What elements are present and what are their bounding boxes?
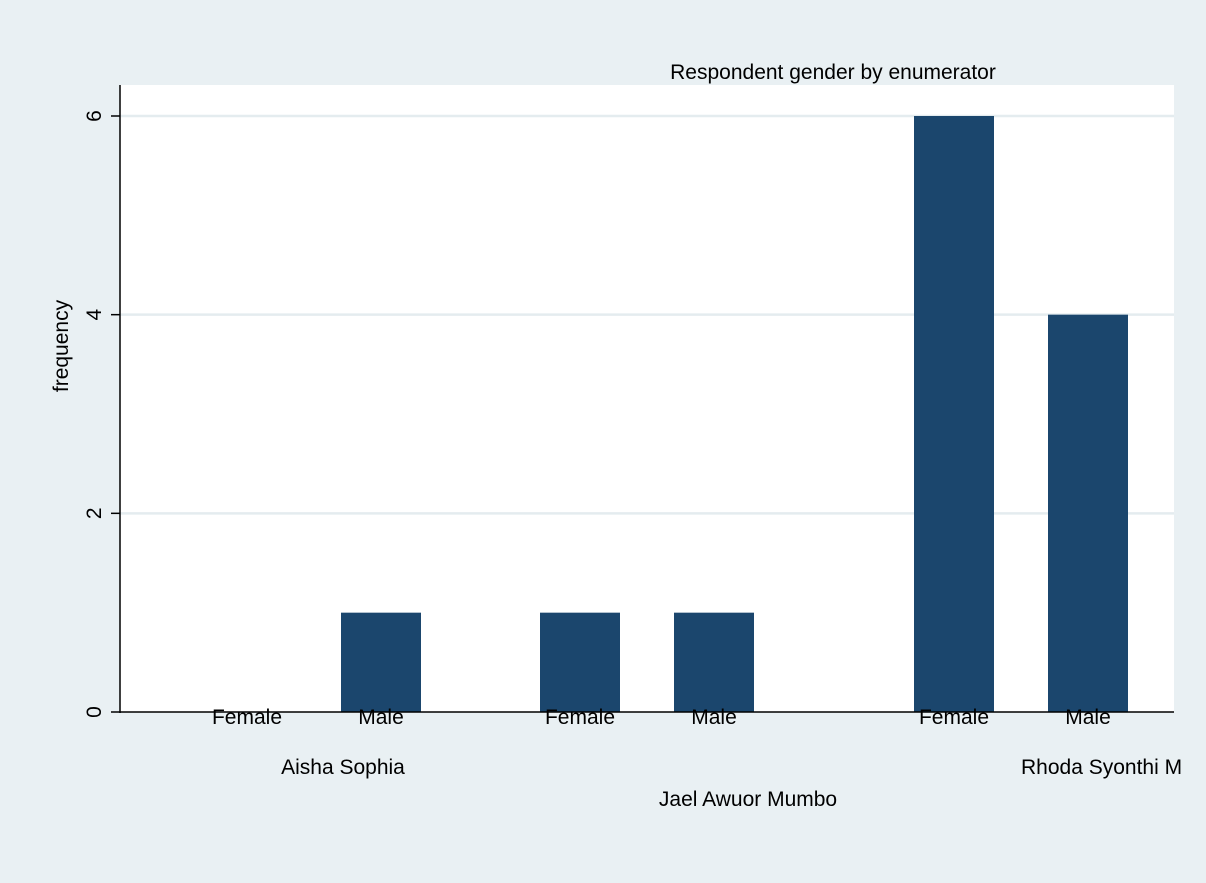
y-tick-label: 4 (83, 309, 106, 321)
bar (674, 612, 754, 712)
group-label: Aisha Sophia (281, 756, 405, 779)
bar (341, 612, 421, 712)
group-label: Rhoda Syonthi M (1021, 756, 1182, 779)
labels: Female Male Aisha Sophia Female Male Jael Awu… (212, 706, 1182, 811)
bar (914, 116, 994, 712)
chart-title: Respondent gender by enumerator (670, 61, 996, 84)
bar (540, 612, 620, 712)
plot-area (120, 85, 1174, 712)
category-tick-label: Female (919, 706, 989, 729)
axes: 0 2 4 6 (83, 85, 1174, 718)
category-tick-label: Male (358, 706, 404, 729)
category-tick-label: Female (545, 706, 615, 729)
bar (1048, 314, 1128, 712)
category-tick-label: Male (1065, 706, 1111, 729)
gridlines (120, 114, 1174, 515)
y-tick-label: 2 (83, 507, 106, 519)
bars (341, 116, 1128, 712)
y-tick-label: 6 (83, 110, 106, 122)
y-tick-label: 0 (83, 706, 106, 718)
y-axis-label: frequency (50, 299, 73, 392)
category-tick-label: Male (691, 706, 737, 729)
group-label: Jael Awuor Mumbo (659, 788, 837, 811)
category-tick-label: Female (212, 706, 282, 729)
